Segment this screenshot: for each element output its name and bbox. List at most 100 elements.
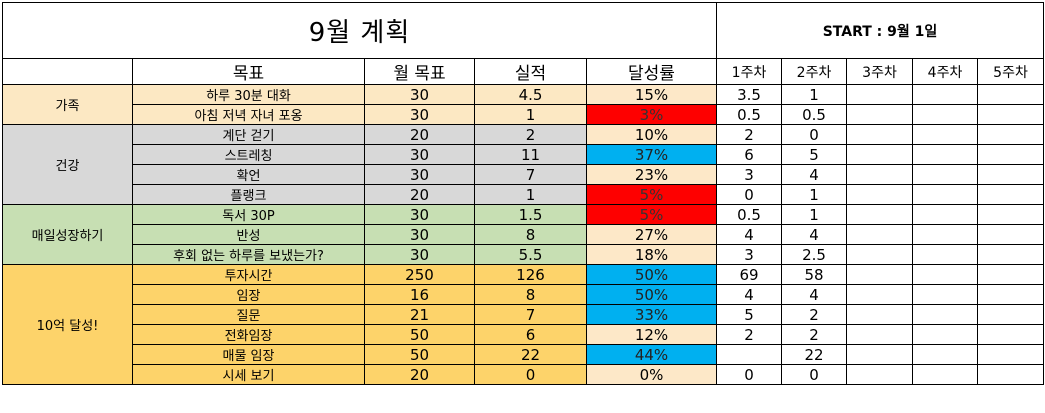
rate-cell[interactable]: 5% xyxy=(586,184,717,205)
target-cell[interactable]: 30 xyxy=(364,204,475,225)
target-cell[interactable]: 250 xyxy=(364,264,475,285)
target-cell[interactable]: 50 xyxy=(364,344,475,365)
week-1-cell[interactable]: 2 xyxy=(716,124,782,145)
goal-cell[interactable]: 하루 30분 대화 xyxy=(132,84,365,105)
week-2-cell[interactable]: 2 xyxy=(781,324,847,345)
actual-cell[interactable]: 8 xyxy=(474,224,587,245)
week-3-cell[interactable] xyxy=(846,224,913,245)
goal-cell[interactable]: 질문 xyxy=(132,304,365,325)
header-month-goal[interactable]: 월 목표 xyxy=(364,58,475,85)
week-2-cell[interactable]: 22 xyxy=(781,344,847,365)
week-1-cell[interactable]: 3 xyxy=(716,164,782,185)
week-1-cell[interactable]: 0 xyxy=(716,364,782,385)
target-cell[interactable]: 20 xyxy=(364,124,475,145)
rate-cell[interactable]: 12% xyxy=(586,324,717,345)
rate-cell[interactable]: 18% xyxy=(586,244,717,265)
week-3-cell[interactable] xyxy=(846,144,913,165)
goal-cell[interactable]: 매물 임장 xyxy=(132,344,365,365)
week-4-cell[interactable] xyxy=(912,224,978,245)
target-cell[interactable]: 30 xyxy=(364,104,475,125)
week-4-cell[interactable] xyxy=(912,244,978,265)
actual-cell[interactable]: 0 xyxy=(474,364,587,385)
category-cell[interactable]: 10억 달성! xyxy=(2,264,133,385)
week-5-cell[interactable] xyxy=(977,244,1044,265)
week-5-cell[interactable] xyxy=(977,104,1044,125)
week-4-cell[interactable] xyxy=(912,184,978,205)
week-5-cell[interactable] xyxy=(977,144,1044,165)
rate-cell[interactable]: 44% xyxy=(586,344,717,365)
goal-cell[interactable]: 시세 보기 xyxy=(132,364,365,385)
week-2-cell[interactable]: 1 xyxy=(781,184,847,205)
week-5-cell[interactable] xyxy=(977,124,1044,145)
category-cell[interactable]: 매일성장하기 xyxy=(2,204,133,265)
week-4-cell[interactable] xyxy=(912,164,978,185)
week-2-cell[interactable]: 58 xyxy=(781,264,847,285)
target-cell[interactable]: 20 xyxy=(364,364,475,385)
category-cell[interactable]: 건강 xyxy=(2,124,133,205)
rate-cell[interactable]: 27% xyxy=(586,224,717,245)
week-1-cell[interactable]: 0.5 xyxy=(716,104,782,125)
target-cell[interactable]: 30 xyxy=(364,224,475,245)
week-2-cell[interactable]: 0.5 xyxy=(781,104,847,125)
week-2-cell[interactable]: 5 xyxy=(781,144,847,165)
target-cell[interactable]: 20 xyxy=(364,184,475,205)
week-4-cell[interactable] xyxy=(912,264,978,285)
week-1-cell[interactable]: 3.5 xyxy=(716,84,782,105)
rate-cell[interactable]: 3% xyxy=(586,104,717,125)
actual-cell[interactable]: 22 xyxy=(474,344,587,365)
week-2-cell[interactable]: 4 xyxy=(781,284,847,305)
header-week-2[interactable]: 2주차 xyxy=(781,58,847,85)
actual-cell[interactable]: 1 xyxy=(474,104,587,125)
actual-cell[interactable]: 1.5 xyxy=(474,204,587,225)
actual-cell[interactable]: 5.5 xyxy=(474,244,587,265)
week-4-cell[interactable] xyxy=(912,304,978,325)
actual-cell[interactable]: 7 xyxy=(474,304,587,325)
rate-cell[interactable]: 33% xyxy=(586,304,717,325)
week-3-cell[interactable] xyxy=(846,324,913,345)
actual-cell[interactable]: 6 xyxy=(474,324,587,345)
goal-cell[interactable]: 아침 저녁 자녀 포옹 xyxy=(132,104,365,125)
week-1-cell[interactable]: 0 xyxy=(716,184,782,205)
week-4-cell[interactable] xyxy=(912,104,978,125)
week-3-cell[interactable] xyxy=(846,364,913,385)
week-1-cell[interactable]: 4 xyxy=(716,224,782,245)
goal-cell[interactable]: 확언 xyxy=(132,164,365,185)
week-4-cell[interactable] xyxy=(912,124,978,145)
goal-cell[interactable]: 독서 30P xyxy=(132,204,365,225)
goal-cell[interactable]: 반성 xyxy=(132,224,365,245)
rate-cell[interactable]: 10% xyxy=(586,124,717,145)
target-cell[interactable]: 50 xyxy=(364,324,475,345)
week-2-cell[interactable]: 1 xyxy=(781,84,847,105)
goal-cell[interactable]: 전화임장 xyxy=(132,324,365,345)
actual-cell[interactable]: 1 xyxy=(474,184,587,205)
week-3-cell[interactable] xyxy=(846,104,913,125)
week-4-cell[interactable] xyxy=(912,284,978,305)
week-4-cell[interactable] xyxy=(912,324,978,345)
page-title[interactable]: 9월 계획 xyxy=(2,2,717,59)
target-cell[interactable]: 30 xyxy=(364,164,475,185)
rate-cell[interactable]: 5% xyxy=(586,204,717,225)
actual-cell[interactable]: 4.5 xyxy=(474,84,587,105)
actual-cell[interactable]: 2 xyxy=(474,124,587,145)
week-2-cell[interactable]: 0 xyxy=(781,124,847,145)
week-3-cell[interactable] xyxy=(846,184,913,205)
rate-cell[interactable]: 50% xyxy=(586,284,717,305)
week-2-cell[interactable]: 0 xyxy=(781,364,847,385)
week-1-cell[interactable]: 3 xyxy=(716,244,782,265)
week-1-cell[interactable]: 5 xyxy=(716,304,782,325)
week-2-cell[interactable]: 4 xyxy=(781,224,847,245)
week-3-cell[interactable] xyxy=(846,304,913,325)
week-3-cell[interactable] xyxy=(846,284,913,305)
actual-cell[interactable]: 11 xyxy=(474,144,587,165)
week-1-cell[interactable]: 4 xyxy=(716,284,782,305)
week-2-cell[interactable]: 4 xyxy=(781,164,847,185)
week-5-cell[interactable] xyxy=(977,264,1044,285)
week-4-cell[interactable] xyxy=(912,204,978,225)
rate-cell[interactable]: 23% xyxy=(586,164,717,185)
start-date-label[interactable]: START : 9월 1일 xyxy=(716,2,1044,59)
week-3-cell[interactable] xyxy=(846,204,913,225)
actual-cell[interactable]: 8 xyxy=(474,284,587,305)
rate-cell[interactable]: 37% xyxy=(586,144,717,165)
week-5-cell[interactable] xyxy=(977,204,1044,225)
week-1-cell[interactable]: 0.5 xyxy=(716,204,782,225)
